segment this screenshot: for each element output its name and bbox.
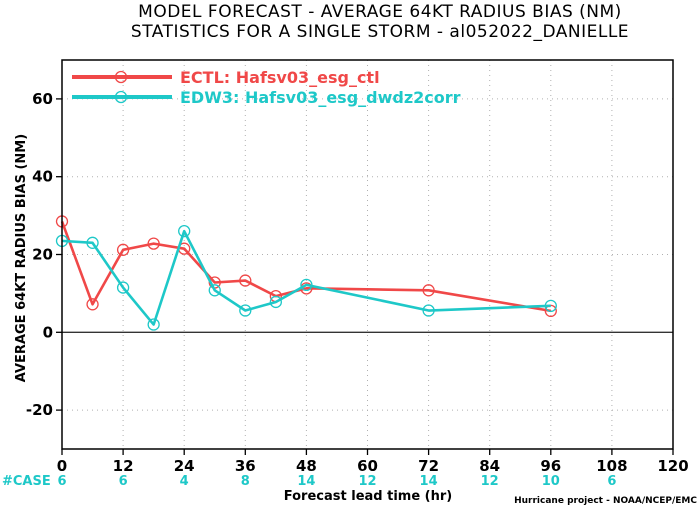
x-tick-label: 12 [113, 457, 134, 475]
legend-item: EDW3: Hafsv03_esg_dwdz2corr [72, 88, 461, 107]
chart-title: MODEL FORECAST - AVERAGE 64KT RADIUS BIA… [138, 2, 622, 22]
data-point [116, 281, 130, 294]
data-point [86, 298, 99, 311]
chart-subtitle: STATISTICS FOR A SINGLE STORM - al052022… [131, 22, 629, 42]
series-line [61, 229, 551, 326]
data-point [116, 243, 130, 256]
x-tick-label: 120 [657, 457, 688, 475]
data-point [544, 304, 557, 318]
y-axis-label: AVERAGE 64KT RADIUS BIAS (NM) [14, 134, 29, 382]
x-tick-label: 60 [357, 457, 378, 475]
case-count: 12 [481, 474, 499, 489]
case-label: #CASE [2, 474, 51, 489]
series-layer [55, 215, 557, 331]
case-count: 6 [119, 474, 128, 489]
series-1 [55, 225, 557, 331]
case-count: 6 [607, 474, 616, 489]
x-tick-label: 24 [174, 457, 195, 475]
case-count: 6 [57, 474, 66, 489]
x-tick-label: 72 [418, 457, 439, 475]
data-point [239, 274, 252, 287]
data-point [422, 304, 435, 317]
x-ticks: 0 12 24 36 48 60 72 84 96 108 120 [57, 449, 689, 475]
case-count: 12 [358, 474, 376, 489]
x-tick-label: 36 [235, 457, 256, 475]
x-tick-label: 96 [540, 457, 561, 475]
case-count: 10 [542, 474, 560, 489]
x-axis-label: Forecast lead time (hr) [284, 489, 452, 504]
case-count: 8 [241, 474, 250, 489]
legend-label: ECTL: Hafsv03_esg_ctl [180, 68, 380, 87]
data-point [178, 225, 191, 238]
x-tick-label: 0 [57, 457, 67, 475]
y-tick-label: -20 [26, 401, 53, 419]
x-tick-label: 108 [596, 457, 627, 475]
data-point [269, 295, 283, 309]
case-count: 14 [297, 474, 315, 489]
series-0 [55, 215, 557, 318]
y-ticks: -20 0 20 40 60 [26, 90, 62, 419]
case-count: 4 [180, 474, 189, 489]
data-point [300, 278, 313, 291]
data-point [422, 284, 435, 297]
x-tick-label: 84 [479, 457, 500, 475]
data-point [239, 304, 252, 317]
case-counts: #CASE 6 6 4 8 14 12 14 12 10 6 [2, 474, 616, 489]
data-point [147, 318, 160, 331]
data-point [86, 236, 99, 249]
y-tick-label: 60 [32, 90, 53, 108]
data-point [147, 237, 160, 250]
y-tick-label: 20 [32, 246, 53, 264]
y-tick-label: 0 [43, 323, 53, 341]
legend-marker [114, 70, 128, 84]
case-count: 14 [420, 474, 438, 489]
legend-item: ECTL: Hafsv03_esg_ctl [72, 68, 380, 87]
grid-lines [62, 60, 673, 449]
legend-label: EDW3: Hafsv03_esg_dwdz2corr [180, 88, 461, 107]
credit-text: Hurricane project - NOAA/NCEP/EMC [514, 496, 697, 506]
data-point [208, 284, 221, 297]
series-line [60, 220, 552, 313]
y-tick-label: 40 [32, 168, 53, 186]
legend-marker [114, 90, 128, 104]
x-tick-label: 48 [296, 457, 317, 475]
data-point [544, 299, 557, 312]
